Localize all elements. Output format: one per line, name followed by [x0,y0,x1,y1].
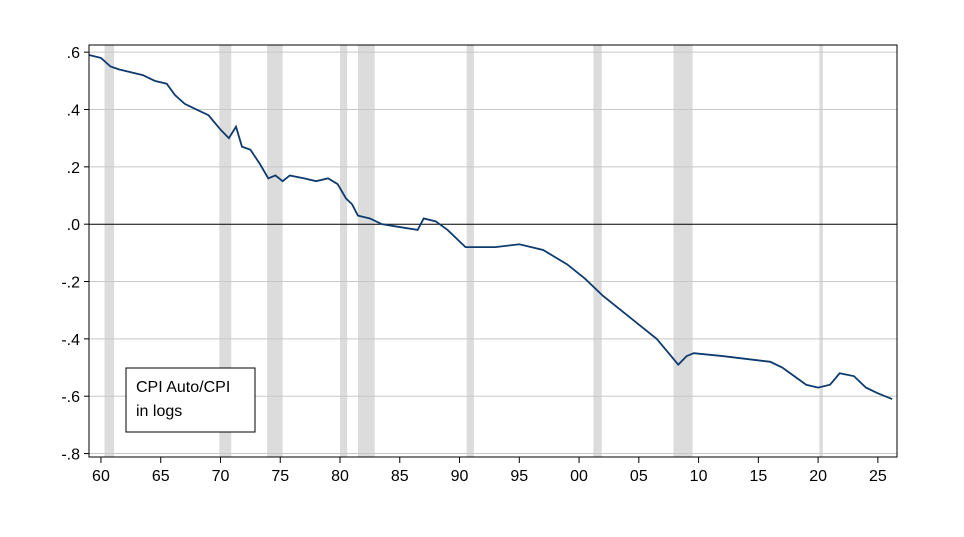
x-tick-label: 95 [510,468,528,485]
recession-band [267,45,283,457]
y-tick-label: .0 [67,217,80,234]
recession-band [819,45,823,457]
x-tick-label: 90 [451,468,469,485]
x-tick-label: 65 [152,468,170,485]
x-tick-label: 70 [212,468,230,485]
recession-band [104,45,115,457]
recession-band [673,45,693,457]
x-tick-label: 00 [570,468,588,485]
x-tick-label: 15 [749,468,767,485]
annotation-text: CPI Auto/CPI [136,379,230,396]
recession-band [466,45,474,457]
x-tick-label: 80 [331,468,349,485]
y-tick-label: .4 [67,103,80,120]
recession-band [340,45,348,457]
recession-band [357,45,375,457]
x-tick-label: 05 [630,468,648,485]
x-tick-label: 20 [809,468,827,485]
x-tick-label: 75 [271,468,289,485]
annotation-box [125,367,256,433]
y-tick-label: .6 [67,45,80,62]
y-tick-label: -.8 [61,447,80,464]
plot-frame [88,44,898,458]
y-tick-label: -.2 [61,275,80,292]
y-tick-label: -.4 [61,332,80,349]
recession-band [593,45,602,457]
recession-band [219,45,232,457]
x-tick-label: 10 [690,468,708,485]
y-tick-label: .2 [67,160,80,177]
x-tick-label: 25 [869,468,887,485]
y-tick-label: -.6 [61,389,80,406]
annotation-text: in logs [136,403,182,420]
data-line [88,54,893,400]
x-tick-label: 85 [391,468,409,485]
x-tick-label: 60 [92,468,110,485]
